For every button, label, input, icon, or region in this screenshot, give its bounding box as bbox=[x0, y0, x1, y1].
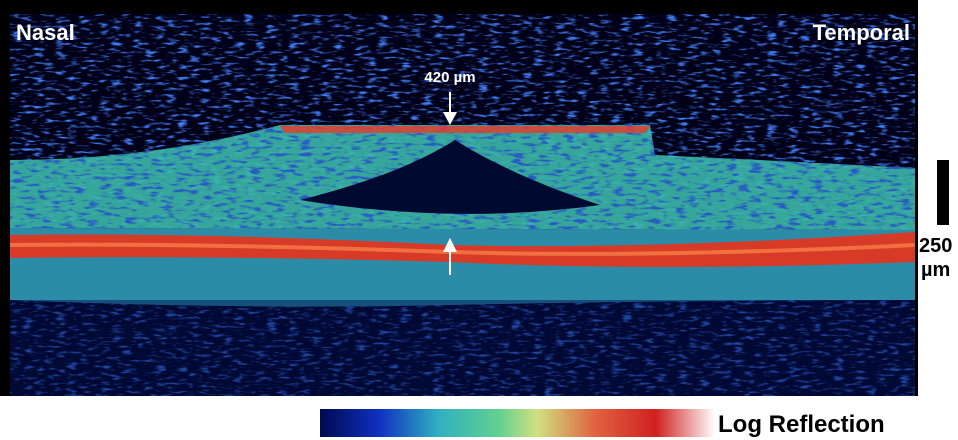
scale-value: 250 bbox=[919, 235, 952, 257]
nasal-label: Nasal bbox=[16, 20, 75, 45]
color-bar bbox=[320, 409, 715, 437]
scale-bar bbox=[937, 160, 949, 225]
thickness-label: 420 µm bbox=[424, 69, 475, 86]
color-bar-label: Log Reflection bbox=[718, 411, 885, 438]
scale-unit: µm bbox=[921, 259, 950, 281]
temporal-label: Temporal bbox=[813, 20, 910, 45]
arrows bbox=[443, 92, 457, 275]
oct-scan bbox=[10, 14, 915, 396]
